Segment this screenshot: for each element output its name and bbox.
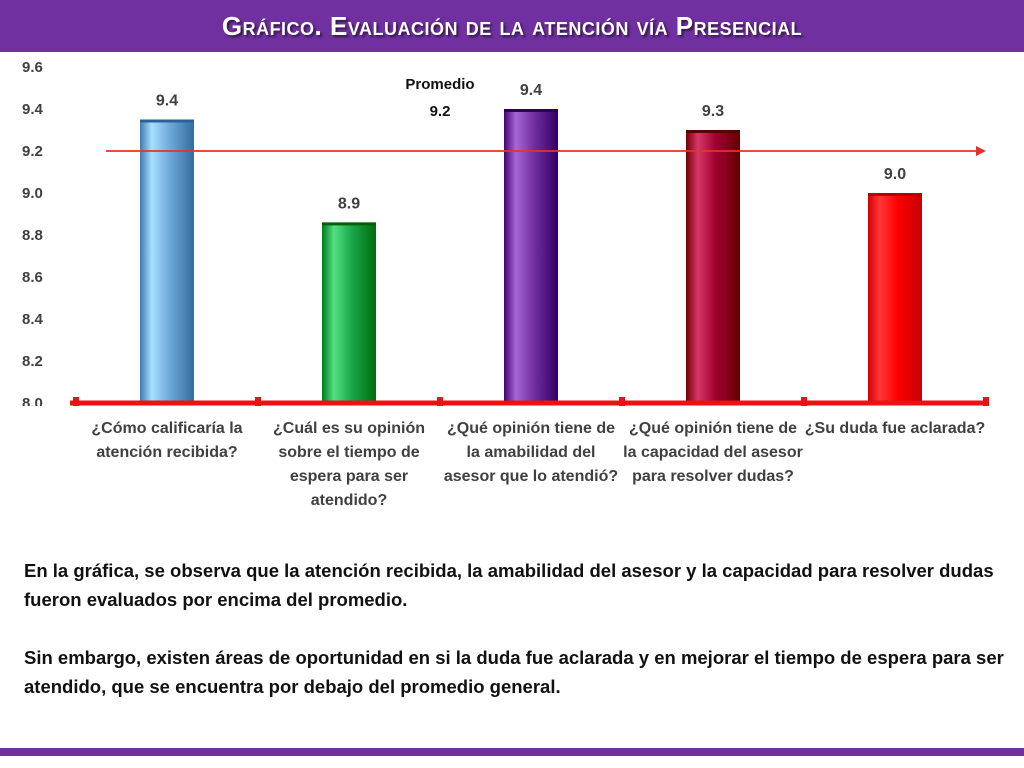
data-label: 9.4 [156,93,178,110]
x-axis-tick [437,397,443,406]
bar-top-edge [686,130,740,133]
data-label: 9.0 [884,166,906,183]
bar [686,130,740,403]
bar-top-edge [504,109,558,112]
x-category-label: ¿Cuál es su opinión sobre el tiempo de e… [272,420,425,509]
title-bar: Gráfico. Evaluación de la atención vía P… [0,0,1024,52]
y-tick-label: 8.4 [22,311,44,328]
x-axis-tick [619,397,625,406]
x-axis-tick [801,397,807,406]
analysis-text: En la gráfica, se observa que la atenció… [24,556,1004,701]
analysis-paragraph-2: Sin embargo, existen áreas de oportunida… [24,647,1004,697]
x-axis-tick [255,397,261,406]
average-label: Promedio [405,76,474,93]
y-tick-label: 9.2 [22,143,43,160]
y-tick-label: 9.4 [22,101,44,118]
average-value-label: 9.2 [430,103,451,120]
x-axis-tick [73,397,79,406]
bar-chart: 8.0 8.2 8.4 8.6 8.8 9.0 9.2 9.4 9.6 9.4 8.9 9.4 9.3… [22,59,989,406]
page-title: Gráfico. Evaluación de la atención vía P… [221,10,803,41]
y-tick-label: 9.0 [22,185,43,202]
bottom-bar [0,748,1024,756]
x-axis-tick [983,397,989,406]
data-label: 9.4 [520,82,542,99]
y-tick-label: 8.6 [22,269,43,286]
bar [322,222,376,403]
bar [504,109,558,403]
bar-top-edge [140,119,194,123]
y-tick-label: 8.0 [22,395,43,406]
y-tick-label: 9.6 [22,59,43,76]
data-label: 9.3 [702,103,724,120]
x-category-label: ¿Cómo calificaría la atención recibida? [91,420,243,461]
x-category-label: ¿Qué opinión tiene de la capacidad del a… [623,420,803,485]
x-category-label: ¿Qué opinión tiene de la amabilidad del … [443,420,619,485]
bar [868,193,922,403]
y-tick-label: 8.2 [22,353,43,370]
data-label: 8.9 [338,195,360,212]
bar [140,119,194,403]
bar-top-edge [322,222,376,226]
bar-top-edge [868,193,922,196]
y-tick-label: 8.8 [22,227,43,244]
x-category-label: ¿Su duda fue aclarada? [804,420,986,437]
analysis-paragraph-1: En la gráfica, se observa que la atenció… [24,560,994,610]
